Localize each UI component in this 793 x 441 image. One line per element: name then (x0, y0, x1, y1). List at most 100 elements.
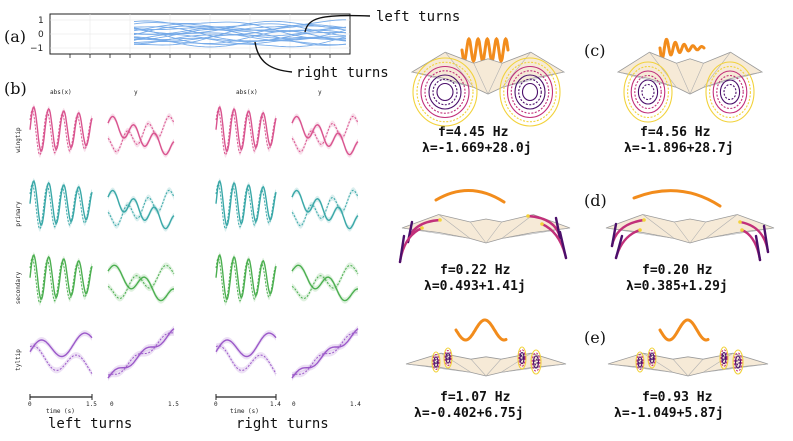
sweep-tip (420, 226, 424, 230)
sweep-tip (438, 218, 442, 222)
sweep-path-dark (614, 234, 624, 260)
trajectory-line (134, 25, 347, 40)
flap-loop (420, 65, 470, 119)
flap-loop (520, 354, 524, 362)
subplot-wingtip-1 (107, 113, 175, 158)
mode-panels: (c) (d) (e) f=4.45 Hz λ=-1.669+28.0j f=4… (398, 36, 774, 421)
bird-edges (402, 215, 570, 244)
flap-loop (623, 61, 673, 123)
flap-loop (431, 351, 441, 373)
uncertainty-band (216, 330, 276, 360)
mode-e-right-wave (658, 318, 710, 342)
series-line (215, 257, 277, 304)
mode-c-right-loop-r (705, 61, 755, 123)
flap-loop (630, 70, 666, 114)
series-line (29, 332, 93, 358)
flap-loop (444, 349, 452, 367)
flap-loop (720, 349, 728, 367)
left-y-tick-end: 1.5 (168, 401, 179, 408)
flap-loop (436, 82, 454, 102)
mode-e-left-freq: f=1.07 Hz (440, 390, 510, 405)
right-tick-end: 1.4 (270, 401, 281, 408)
mode-e-left-loop-3 (517, 346, 527, 370)
subplot-primary-3 (291, 187, 359, 232)
uncertainty-band (292, 113, 358, 155)
series-line (29, 183, 93, 230)
mode-c-right-freq: f=4.56 Hz (640, 125, 710, 140)
mode-graphics (398, 36, 774, 376)
flap-loop (734, 355, 742, 369)
panel-a-letter: (a) (4, 27, 26, 46)
mode-d-left-freq: f=0.22 Hz (440, 263, 510, 278)
col-header-left-y: y (134, 89, 138, 96)
subplot-tyltip-3 (291, 325, 359, 382)
flap-loop (443, 347, 453, 369)
flap-loop (723, 83, 737, 101)
series-line (291, 328, 359, 379)
bird-body (412, 52, 564, 94)
flap-loop (517, 346, 527, 370)
bird-body (406, 353, 566, 376)
subplot-primary-0 (29, 178, 93, 232)
flap-loop (650, 354, 654, 362)
panel-a-xticks (69, 54, 331, 58)
left-tick-end: 1.5 (86, 401, 97, 408)
flap-loop (733, 352, 743, 372)
col-header-left-absx: abs(x) (50, 89, 72, 96)
flap-loop (506, 65, 554, 119)
mode-e-right-bird (608, 353, 768, 376)
flap-loop (709, 65, 751, 119)
flap-loop (424, 70, 466, 114)
left-xlabel: time (s) (46, 408, 75, 415)
series-line (215, 253, 277, 300)
trajectory-line (133, 27, 347, 41)
mode-c-left-lambda: λ=-1.669+28.0j (422, 141, 532, 156)
flap-loop (521, 82, 539, 102)
series-line (29, 345, 93, 374)
series-line (291, 189, 359, 227)
series-line (291, 115, 359, 153)
panel-a-trajectories (133, 19, 347, 48)
flap-loop (637, 356, 643, 368)
subplot-secondary-3 (291, 262, 359, 304)
panel-a-ytick-neg1: −1 (30, 44, 43, 54)
mode-e-left-loop-4 (530, 349, 542, 375)
mode-d-right-arc (632, 189, 722, 208)
flap-loop (722, 354, 726, 362)
flap-loop (732, 349, 744, 375)
uncertainty-band (108, 262, 174, 302)
mode-c-right-loop-l (623, 61, 673, 123)
series-line (107, 264, 174, 302)
uncertainty-band (108, 262, 174, 304)
panel-e-letter: (e) (584, 328, 606, 347)
sweep-tip (638, 228, 642, 232)
trajectory-line (133, 20, 347, 41)
sweep-tip (540, 222, 544, 226)
flap-loop (446, 354, 450, 362)
panel-a-ytick-0: 0 (38, 30, 44, 40)
trajectory-line (133, 27, 346, 42)
flap-loop (712, 70, 748, 114)
panel-b-plots (29, 104, 359, 382)
series-line (291, 332, 358, 376)
series-line (29, 253, 93, 300)
series-line (29, 105, 93, 152)
panel-a-grid (50, 14, 350, 54)
series-line (107, 115, 175, 156)
series-line (215, 179, 277, 226)
flap-loop (518, 349, 526, 367)
subplot-secondary-0 (29, 252, 93, 306)
mode-d-right-sweep-2 (614, 228, 642, 260)
subplot-primary-1 (107, 187, 175, 232)
flap-loop (531, 352, 541, 372)
series-line (29, 257, 93, 304)
series-line (107, 189, 175, 227)
series-line (29, 109, 93, 156)
right-turns-label: right turns (296, 65, 389, 81)
row-label-wingtip: wingtip (15, 127, 22, 153)
mode-e-right-loop-2 (647, 347, 657, 369)
uncertainty-band (292, 262, 358, 302)
flap-loop (432, 78, 458, 106)
mode-d-left-sweep-2 (398, 226, 424, 264)
uncertainty-band (30, 330, 92, 360)
